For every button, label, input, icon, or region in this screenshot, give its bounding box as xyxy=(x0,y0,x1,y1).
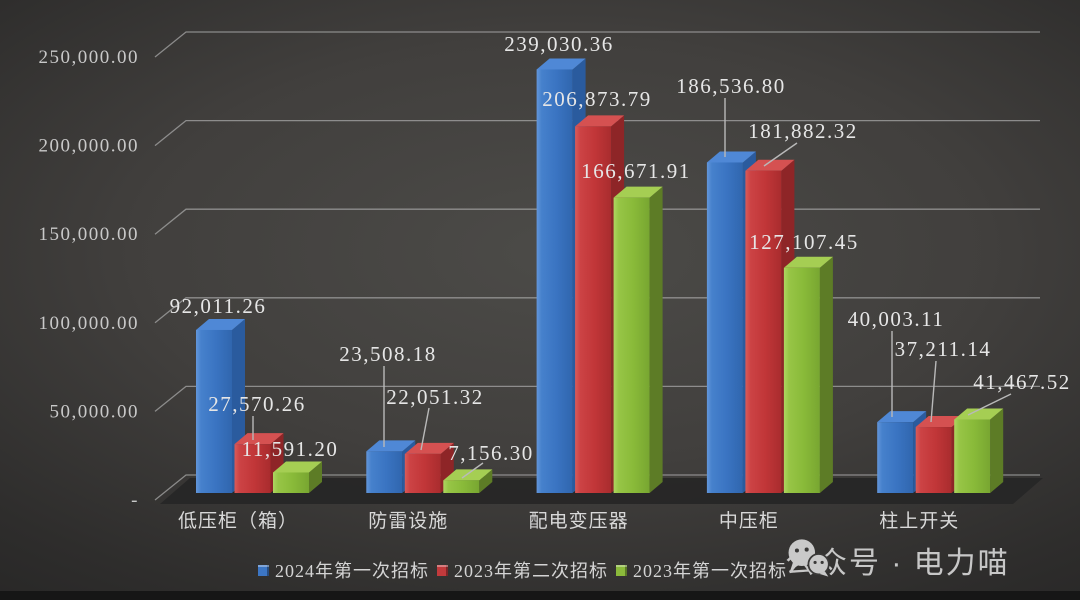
bar xyxy=(443,480,480,493)
data-label: 92,011.26 xyxy=(170,294,267,318)
bar xyxy=(613,197,650,493)
bar-top-face xyxy=(783,256,833,268)
bar-top-face xyxy=(613,186,663,198)
watermark: 公众号 · 电力喵 xyxy=(785,538,1010,582)
bar xyxy=(783,267,820,493)
category-label: 防雷设施 xyxy=(368,510,448,532)
bar xyxy=(877,422,914,493)
bar xyxy=(745,170,782,493)
data-label-leader xyxy=(763,142,798,167)
bar-side-face xyxy=(649,186,663,493)
bottom-edge-strip xyxy=(0,591,1080,600)
data-label-leader xyxy=(930,360,937,423)
bar xyxy=(234,444,271,493)
bar-top-face xyxy=(954,408,1004,420)
bar-side-face xyxy=(990,408,1004,493)
legend-label: 2023年第一次招标 xyxy=(633,561,787,581)
legend-item-2023-second: 2023年第二次招标 xyxy=(437,557,608,583)
category-label: 中压柜 xyxy=(719,510,779,532)
data-label: 206,873.79 xyxy=(542,87,652,111)
bar-side-face xyxy=(479,469,493,493)
bar-side-face xyxy=(819,256,833,493)
legend-marker-red-icon xyxy=(437,564,448,576)
y-axis-tick-label: - xyxy=(131,490,139,511)
y-axis-tick-label: 50,000.00 xyxy=(50,401,140,422)
category-label: 低压柜（箱） xyxy=(178,510,298,532)
data-label-leader xyxy=(967,393,1012,416)
data-label: 27,570.26 xyxy=(208,392,306,416)
bar-top-face xyxy=(196,318,245,330)
legend-item-2024-first: 2024年第一次招标 xyxy=(258,557,429,583)
gridline xyxy=(154,119,1040,147)
data-label: 7,156.30 xyxy=(448,441,534,465)
bar xyxy=(575,126,612,493)
category-label: 配电变压器 xyxy=(529,510,629,532)
data-label: 40,003.11 xyxy=(848,307,945,331)
data-label: 23,508.18 xyxy=(339,342,437,366)
bar-top-face xyxy=(877,411,927,423)
bar-top-face xyxy=(234,433,284,445)
bar xyxy=(954,419,991,493)
bar-top-face xyxy=(536,58,586,70)
bar-top-face xyxy=(273,461,322,473)
wechat-icon xyxy=(788,539,830,577)
y-axis-tick-label: 100,000.00 xyxy=(39,313,140,334)
bar-side-face xyxy=(309,461,322,493)
legend-label: 2024年第一次招标 xyxy=(275,561,429,581)
bar xyxy=(706,162,743,493)
data-label: 186,536.80 xyxy=(676,74,786,98)
bar xyxy=(366,451,403,493)
bar xyxy=(404,453,441,493)
y-axis-tick-label: 200,000.00 xyxy=(39,136,140,157)
bar xyxy=(915,427,952,493)
gridline xyxy=(154,31,1040,58)
bar-top-face xyxy=(404,442,454,454)
data-label: 239,030.36 xyxy=(504,32,614,56)
data-label: 181,882.32 xyxy=(748,119,858,143)
chart-legend: 2024年第一次招标 2023年第二次招标 2023年第一次招标 xyxy=(258,557,787,583)
category-label: 柱上开关 xyxy=(879,510,959,532)
data-label: 41,467.52 xyxy=(973,370,1071,394)
bar-top-face xyxy=(366,440,416,452)
legend-label: 2023年第二次招标 xyxy=(454,561,608,581)
bar xyxy=(273,472,309,493)
bar-top-face xyxy=(915,416,965,428)
bar-top-face xyxy=(443,469,493,481)
data-label-leader xyxy=(461,462,484,479)
bar-top-face xyxy=(745,159,795,171)
bar-top-face xyxy=(575,115,625,127)
data-label: 166,671.91 xyxy=(581,159,691,183)
bar xyxy=(196,329,232,493)
data-label: 37,211.14 xyxy=(895,337,992,361)
data-label: 22,051.32 xyxy=(386,385,484,409)
data-label: 11,591.20 xyxy=(242,437,339,461)
data-label: 127,107.45 xyxy=(749,230,859,254)
legend-item-2023-first: 2023年第一次招标 xyxy=(616,557,787,583)
legend-marker-blue-icon xyxy=(258,564,269,576)
bar-top-face xyxy=(706,151,756,163)
legend-marker-green-icon xyxy=(616,564,627,576)
y-axis-tick-label: 250,000.00 xyxy=(39,47,140,68)
bar xyxy=(536,69,573,493)
data-label-leader xyxy=(420,407,430,451)
y-axis-tick-label: 150,000.00 xyxy=(39,224,140,245)
